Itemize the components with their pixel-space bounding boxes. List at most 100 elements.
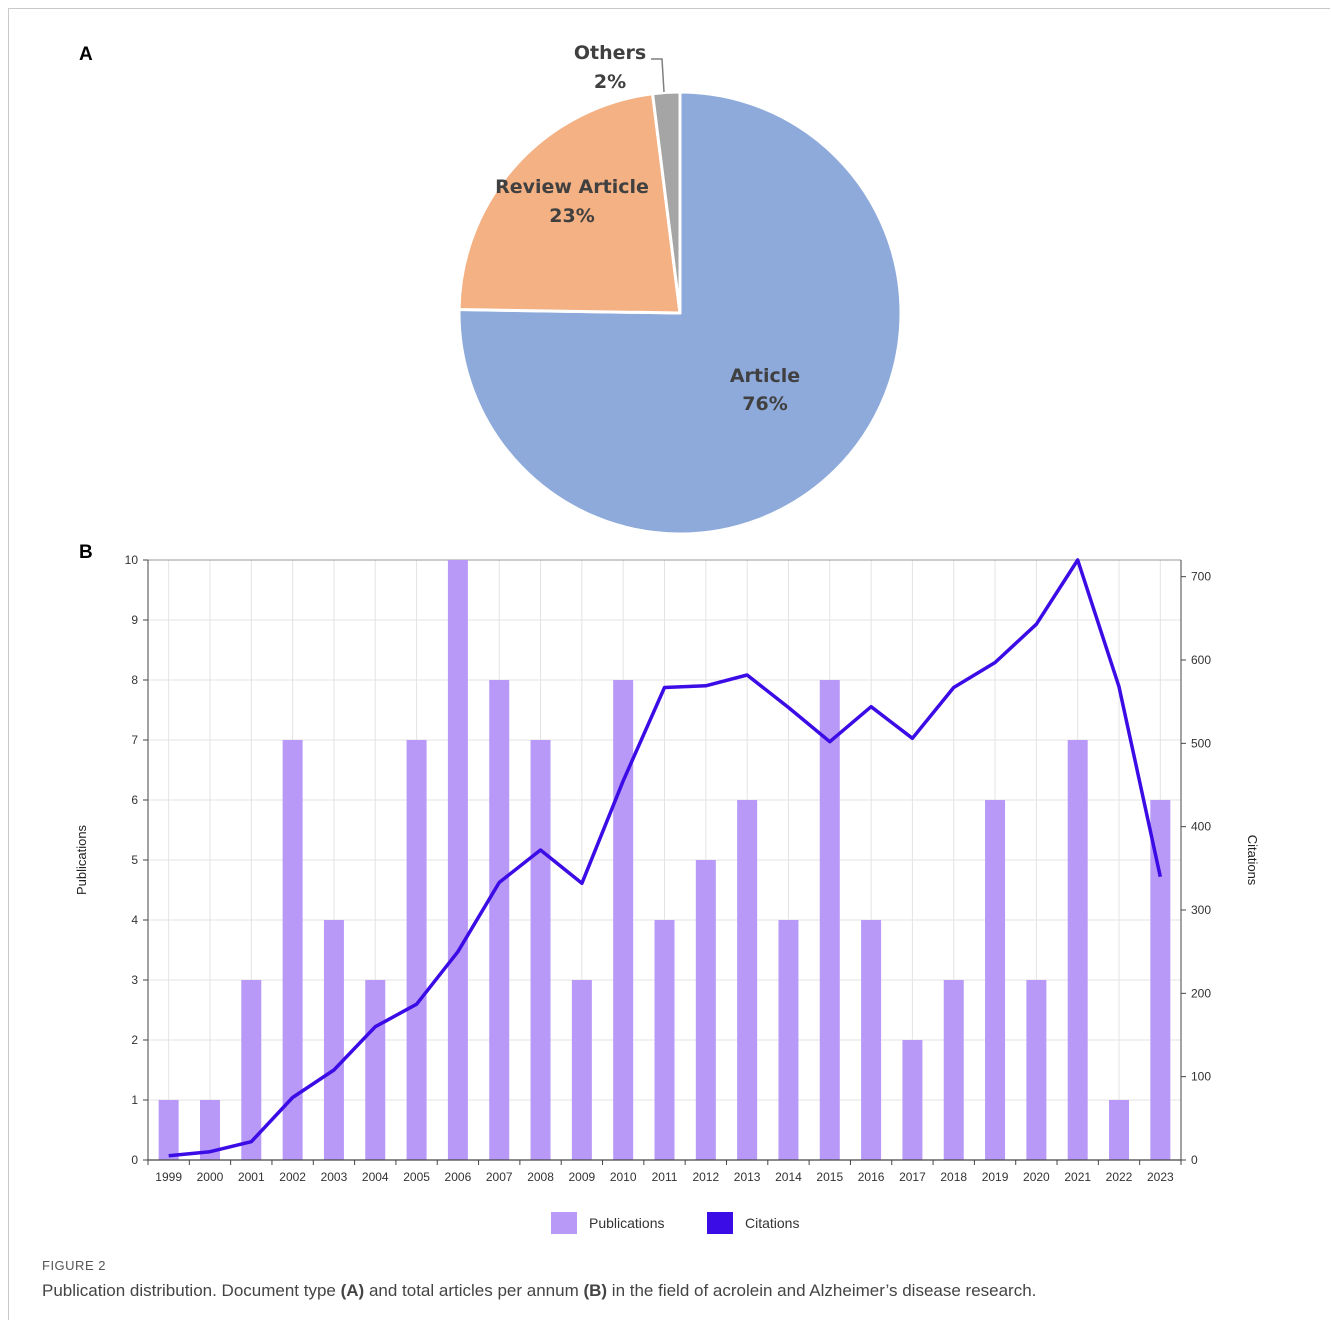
bar-publications: [985, 800, 1006, 1160]
caption-part: (A): [340, 1281, 365, 1300]
x-tick-label: 2008: [527, 1170, 554, 1184]
bar-publications: [1067, 740, 1088, 1160]
x-tick-label: 2012: [692, 1170, 719, 1184]
bar-publications: [447, 560, 468, 1160]
caption-part: in the field of acrolein and Alzheimer’s…: [607, 1281, 1037, 1300]
x-tick-label: 2007: [486, 1170, 513, 1184]
y-axis-title-right: Citations: [1245, 835, 1260, 886]
x-tick-label: 2019: [982, 1170, 1009, 1184]
bar-publications: [282, 740, 303, 1160]
bar-publications: [530, 740, 551, 1160]
y-axis-title-left: Publications: [74, 824, 89, 895]
y-tick-label-left: 1: [131, 1093, 138, 1107]
y-tick-label-left: 3: [131, 973, 138, 987]
caption-part: Publication distribution. Document type: [42, 1281, 341, 1300]
y-tick-label-right: 600: [1191, 653, 1211, 667]
x-tick-label: 2018: [940, 1170, 967, 1184]
bar-publications: [1150, 800, 1171, 1160]
bar-publications: [1026, 980, 1047, 1160]
bar-publications: [1109, 1100, 1130, 1160]
x-tick-label: 2001: [238, 1170, 265, 1184]
panel-label-b: B: [79, 542, 93, 563]
pie-slice-review-article: [457, 92, 682, 315]
y-tick-label-left: 9: [131, 613, 138, 627]
x-tick-label: 2009: [569, 1170, 596, 1184]
y-tick-label-right: 0: [1191, 1153, 1198, 1167]
figure-caption: Publication distribution. Document type …: [42, 1281, 1036, 1301]
x-tick-label: 2013: [734, 1170, 761, 1184]
bar-publications: [654, 920, 675, 1160]
x-tick-label: 2005: [403, 1170, 430, 1184]
figure-label: FIGURE 2: [42, 1258, 106, 1273]
bar-publications: [571, 980, 592, 1160]
bar-publications: [778, 920, 799, 1160]
x-tick-label: 2004: [362, 1170, 389, 1184]
legend-swatch: [551, 1212, 577, 1234]
bar-publications: [323, 920, 344, 1160]
caption-part: and total articles per annum: [364, 1281, 584, 1300]
y-tick-label-right: 100: [1191, 1070, 1211, 1084]
bar-publications: [613, 680, 634, 1160]
x-tick-label: 2006: [445, 1170, 472, 1184]
pie-value-label: 2%: [594, 71, 626, 93]
y-tick-label-right: 200: [1191, 986, 1211, 1000]
legend-swatch: [707, 1212, 733, 1234]
x-tick-label: 2022: [1106, 1170, 1133, 1184]
x-tick-label: 2003: [321, 1170, 348, 1184]
y-tick-label-left: 4: [131, 913, 138, 927]
x-tick-label: 2021: [1064, 1170, 1091, 1184]
bar-publications: [241, 980, 262, 1160]
x-tick-label: 2002: [279, 1170, 306, 1184]
legend-label: Publications: [589, 1215, 665, 1231]
y-tick-label-right: 500: [1191, 736, 1211, 750]
panel-label-a: A: [79, 44, 93, 65]
pie-chart: Article 76% Review Article 23% Others 2%: [457, 42, 903, 536]
x-tick-label: 2010: [610, 1170, 637, 1184]
bar-publications: [861, 920, 882, 1160]
bar-publications: [943, 980, 964, 1160]
legend-label: Citations: [745, 1215, 799, 1231]
bar-publications: [902, 1040, 923, 1160]
pie-leader-line: [651, 58, 665, 93]
x-tick-label: 2016: [858, 1170, 885, 1184]
bar-publications: [406, 740, 427, 1160]
y-tick-label-right: 700: [1191, 570, 1211, 584]
figure-frame: [8, 8, 1330, 1320]
bar-publications: [199, 1100, 220, 1160]
pie-value-label: 23%: [549, 205, 594, 227]
chart-legend: Publications Citations: [551, 1212, 799, 1234]
x-tick-label: 2020: [1023, 1170, 1050, 1184]
line-citations: [168, 558, 1163, 1158]
y-tick-label-left: 5: [131, 853, 138, 867]
x-tick-label: 2011: [652, 1170, 678, 1184]
y-tick-label-right: 400: [1191, 820, 1211, 834]
pie-label: Article: [730, 365, 800, 387]
x-tick-label: 2015: [816, 1170, 843, 1184]
y-tick-label-left: 0: [131, 1153, 138, 1167]
x-tick-label: 2014: [775, 1170, 802, 1184]
x-tick-label: 2000: [197, 1170, 224, 1184]
pie-label: Others: [574, 42, 646, 64]
bar-publications: [365, 980, 386, 1160]
x-tick-label: 1999: [155, 1170, 182, 1184]
bar-publications: [158, 1100, 179, 1160]
y-tick-label-right: 300: [1191, 903, 1211, 917]
pie-label: Review Article: [495, 176, 649, 198]
y-tick-label-left: 7: [131, 733, 138, 747]
x-tick-label: 2017: [899, 1170, 926, 1184]
bar-publications: [489, 680, 510, 1160]
x-tick-label: 2023: [1147, 1170, 1174, 1184]
pie-value-label: 76%: [742, 393, 787, 415]
bar-publications: [819, 680, 840, 1160]
bar-publications: [737, 800, 758, 1160]
bar-publications: [695, 860, 716, 1160]
y-tick-label-left: 6: [131, 793, 138, 807]
y-tick-label-left: 10: [125, 553, 139, 567]
y-tick-label-left: 2: [131, 1033, 138, 1047]
caption-part: (B): [583, 1281, 608, 1300]
y-tick-label-left: 8: [131, 673, 138, 687]
pie-slice-others: [651, 90, 682, 315]
pie-slice-article: [457, 90, 903, 536]
